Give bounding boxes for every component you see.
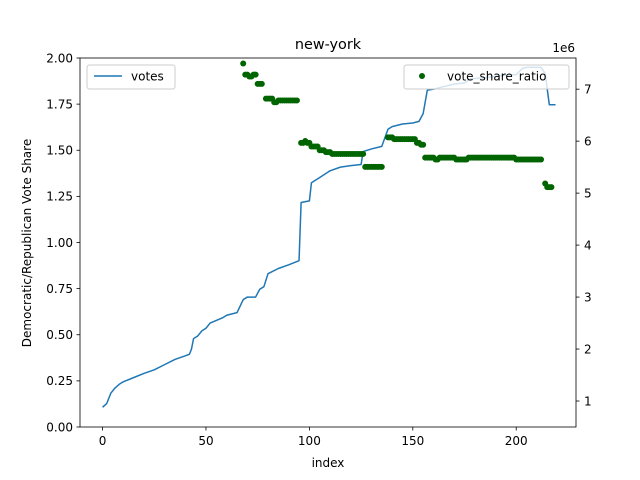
right-axis-offset-label: 1e6 <box>552 41 575 55</box>
legend-votes: votes <box>86 64 176 90</box>
y-left-tick-label: 0.75 <box>46 282 73 296</box>
scatter-point-vote-share-ratio <box>252 71 259 78</box>
scatter-point-vote-share-ratio <box>360 150 367 157</box>
scatter-point-vote-share-ratio <box>240 60 247 67</box>
y-left-tick-label: 0.50 <box>46 328 73 342</box>
plot-area <box>102 60 556 408</box>
scatter-point-vote-share-ratio <box>258 80 265 87</box>
legend-label-votes: votes <box>131 70 164 84</box>
legend-marker-vote-share-ratio <box>419 73 425 79</box>
x-tick-label: 0 <box>99 434 107 448</box>
y-axis-label-left: Democratic/Republican Vote Share <box>20 139 34 347</box>
y-right-tick-label: 3 <box>584 290 592 304</box>
x-tick-label: 100 <box>298 434 321 448</box>
y-right-tick-label: 2 <box>584 342 592 356</box>
x-tick-label: 50 <box>198 434 213 448</box>
y-left-tick-label: 1.50 <box>46 144 73 158</box>
y-right-tick-label: 1 <box>584 394 592 408</box>
x-tick-label: 200 <box>505 434 528 448</box>
axes: 0 50 100 150 200 0.00 0.25 0.50 0.75 1.00 1.25 1.50… <box>46 51 591 448</box>
y-right-tick-label: 5 <box>584 186 592 200</box>
scatter-point-vote-share-ratio <box>538 156 545 163</box>
scatter-point-vote-share-ratio <box>548 184 555 191</box>
legend-box <box>86 64 176 90</box>
x-axis-label: index <box>312 456 345 470</box>
scatter-point-vote-share-ratio <box>378 163 385 170</box>
y-left-tick-label: 1.00 <box>46 236 73 250</box>
scatter-point-vote-share-ratio <box>420 141 427 148</box>
y-right-tick-label: 7 <box>584 82 592 96</box>
y-left-tick-label: 0.25 <box>46 374 73 388</box>
y-left-tick-label: 1.75 <box>46 97 73 111</box>
legend-box <box>403 64 570 90</box>
y-right-tick-label: 4 <box>584 238 592 252</box>
x-tick-label: 150 <box>401 434 424 448</box>
y-left-tick-label: 1.25 <box>46 190 73 204</box>
scatter-point-vote-share-ratio <box>293 97 300 104</box>
y-right-tick-label: 6 <box>584 134 592 148</box>
legend-vote-share-ratio: vote_share_ratio <box>403 64 570 90</box>
chart-title: new-york <box>295 37 362 53</box>
y-left-tick-label: 0.00 <box>46 420 73 434</box>
legend-label-vote-share-ratio: vote_share_ratio <box>447 70 546 84</box>
y-left-tick-label: 2.00 <box>46 51 73 65</box>
